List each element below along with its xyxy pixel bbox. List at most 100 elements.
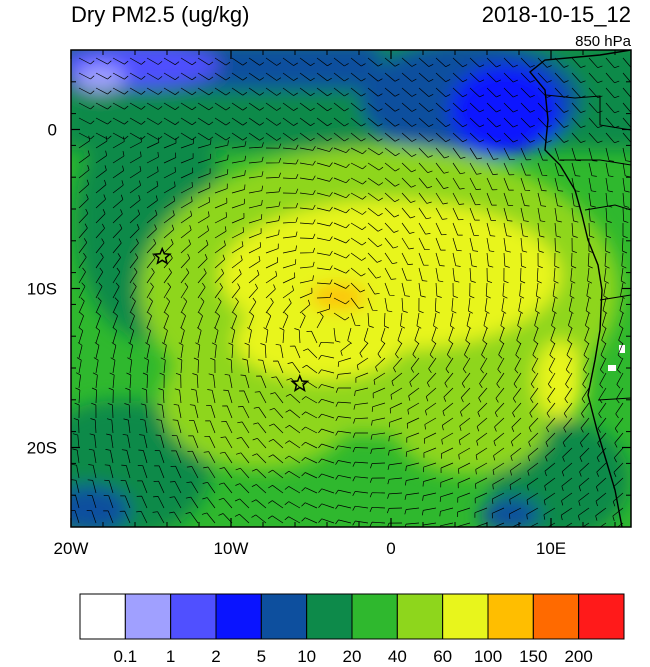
wind-barb bbox=[231, 102, 248, 111]
wind-barb bbox=[468, 297, 473, 314]
wind-barb bbox=[78, 282, 86, 299]
wind-barb bbox=[138, 449, 148, 464]
wind-barb bbox=[231, 241, 244, 254]
wind-barb bbox=[486, 207, 497, 222]
wind-barb bbox=[429, 342, 437, 359]
wind-barb bbox=[218, 497, 233, 509]
wind-barb bbox=[612, 507, 624, 522]
wind-barb bbox=[564, 387, 573, 404]
wind-barb bbox=[253, 422, 267, 434]
wind-barb bbox=[269, 407, 284, 419]
wind-barb bbox=[458, 447, 471, 460]
wind-barb bbox=[350, 207, 367, 215]
wind-barb bbox=[136, 511, 148, 524]
wind-barb bbox=[251, 499, 267, 509]
wind-barb bbox=[602, 297, 608, 314]
wind-barb bbox=[585, 297, 591, 314]
wind-barb bbox=[529, 402, 539, 418]
wind-barb bbox=[397, 327, 403, 344]
wind-barb bbox=[171, 435, 182, 449]
wind-barb bbox=[128, 342, 134, 359]
wind-barb bbox=[440, 462, 454, 474]
wind-barb bbox=[435, 147, 450, 159]
wind-barb bbox=[440, 477, 454, 488]
wind-barb bbox=[570, 267, 576, 284]
lat-tick-label: 20S bbox=[27, 439, 57, 458]
wind-barb bbox=[408, 387, 420, 401]
wind-barb bbox=[568, 297, 574, 314]
wind-barb bbox=[316, 57, 332, 67]
wind-barb bbox=[180, 167, 194, 179]
wind-barb bbox=[112, 102, 129, 110]
wind-barb bbox=[401, 192, 416, 203]
wind-barb bbox=[457, 522, 471, 527]
wind-barb bbox=[254, 391, 267, 404]
wind-barb bbox=[469, 102, 485, 113]
wind-barb bbox=[469, 207, 480, 221]
wind-barb bbox=[163, 166, 176, 179]
wind-barb bbox=[401, 87, 417, 97]
wind-barb bbox=[434, 297, 440, 314]
wind-barb bbox=[561, 492, 573, 506]
wind-barb bbox=[352, 432, 368, 438]
wind-barb bbox=[367, 117, 383, 127]
wind-barbs bbox=[71, 57, 631, 527]
colorbar-label: 10 bbox=[297, 647, 316, 666]
wind-barb bbox=[248, 185, 264, 194]
wind-barb bbox=[412, 342, 420, 359]
wind-barb bbox=[503, 132, 518, 143]
wind-barb bbox=[71, 510, 80, 524]
wind-barb bbox=[152, 511, 165, 524]
wind-barb bbox=[579, 462, 590, 477]
map-plot-area bbox=[71, 50, 631, 527]
wind-barb bbox=[512, 387, 522, 403]
wind-barb bbox=[384, 57, 400, 67]
wind-barb bbox=[306, 330, 318, 344]
wind-barb bbox=[543, 492, 556, 506]
wind-barb bbox=[588, 72, 603, 84]
wind-barb bbox=[129, 151, 142, 164]
wind-barb bbox=[265, 201, 281, 209]
wind-barb bbox=[547, 387, 556, 403]
wind-barb bbox=[619, 297, 625, 314]
wind-barb bbox=[129, 180, 141, 194]
wind-barb bbox=[214, 212, 227, 224]
colorbar-swatch bbox=[260, 593, 308, 640]
wind-barb bbox=[282, 245, 297, 254]
wind-barb bbox=[197, 211, 210, 224]
wind-barb bbox=[622, 162, 631, 178]
wind-barb bbox=[452, 282, 459, 299]
wind-barb bbox=[526, 492, 539, 505]
wind-barb bbox=[231, 227, 244, 239]
wind-barb bbox=[548, 357, 556, 374]
wind-barb bbox=[476, 417, 488, 432]
wind-barb bbox=[440, 447, 454, 459]
wind-barb bbox=[335, 519, 352, 525]
wind-barb bbox=[469, 222, 479, 237]
wind-barb bbox=[520, 57, 535, 68]
wind-barb bbox=[177, 357, 183, 374]
wind-barb bbox=[268, 500, 284, 509]
wind-barb bbox=[299, 132, 315, 141]
wind-barb bbox=[197, 282, 206, 299]
wind-barb bbox=[318, 518, 335, 524]
wind-barb bbox=[435, 237, 446, 251]
wind-barb bbox=[520, 192, 530, 207]
wind-barb bbox=[78, 252, 87, 269]
wind-barb bbox=[458, 432, 471, 446]
wind-barb bbox=[154, 450, 165, 464]
wind-barb bbox=[335, 416, 352, 422]
wind-barb bbox=[528, 432, 539, 447]
wind-barb bbox=[571, 132, 586, 143]
wind-barb bbox=[503, 252, 510, 268]
wind-barb bbox=[452, 162, 466, 175]
wind-barb bbox=[197, 182, 211, 194]
wind-barb bbox=[503, 57, 518, 68]
wind-barb bbox=[197, 254, 208, 269]
wind-barb bbox=[386, 507, 403, 514]
wind-barb bbox=[353, 417, 369, 424]
wind-barb bbox=[418, 72, 434, 82]
wind-barb bbox=[316, 279, 333, 285]
wind-barb bbox=[285, 393, 301, 404]
wind-barb bbox=[282, 259, 297, 269]
